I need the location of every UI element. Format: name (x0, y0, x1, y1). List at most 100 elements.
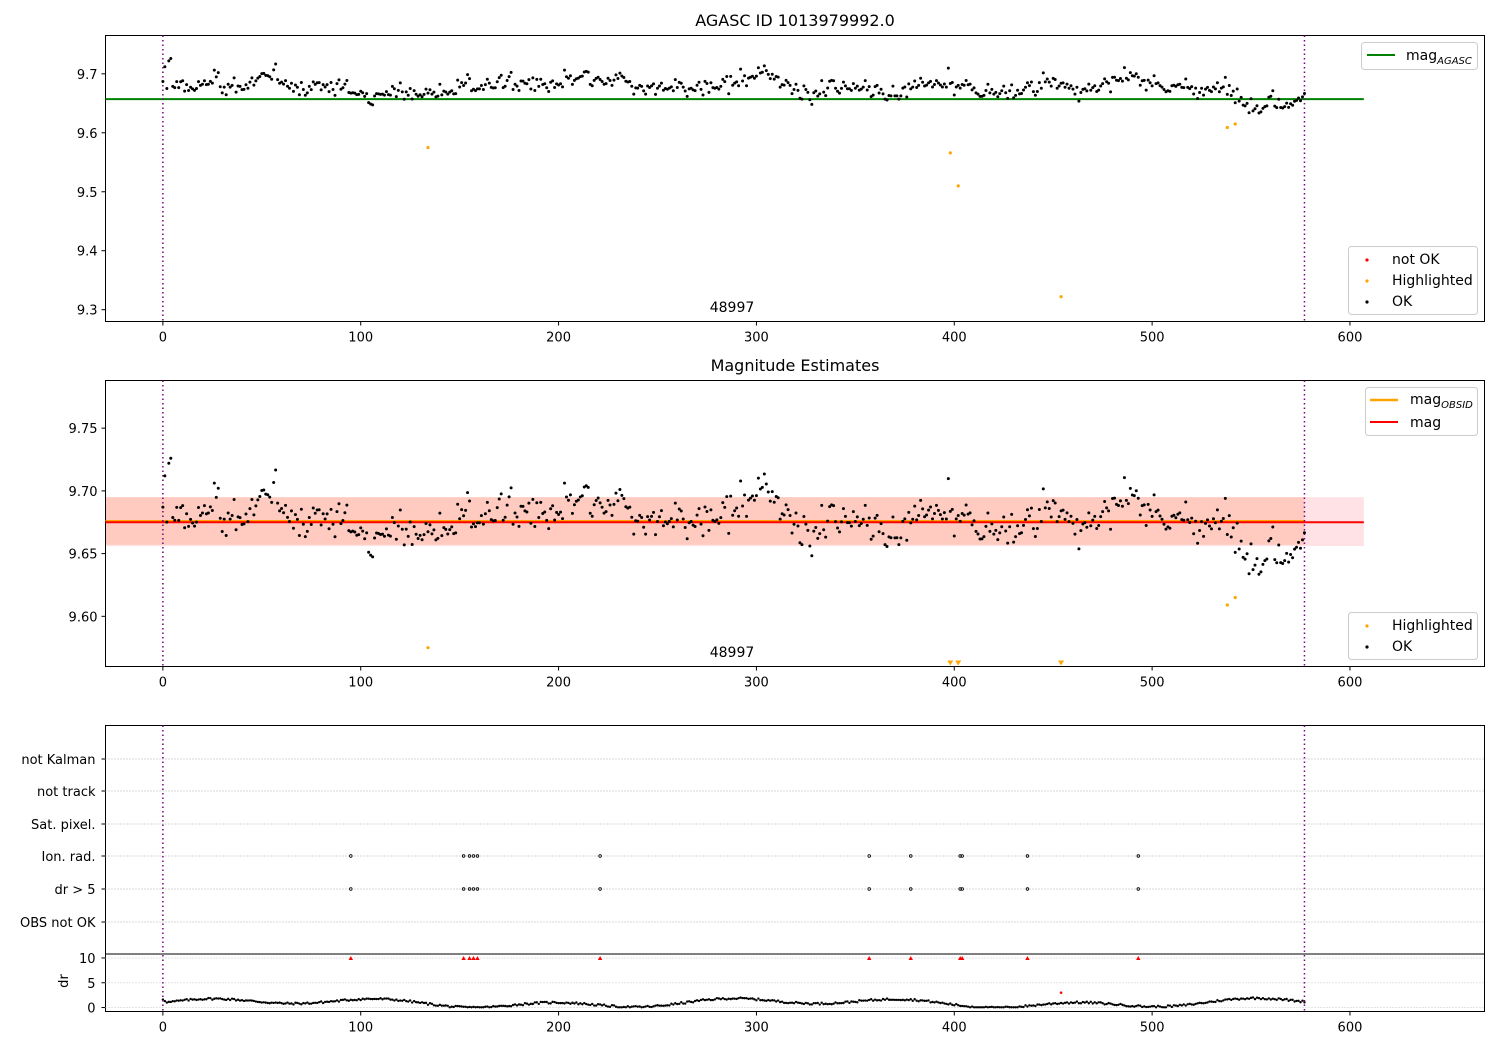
dr-point (709, 998, 713, 1002)
ok-point (778, 85, 782, 89)
ok-point (871, 534, 875, 538)
ok-point (394, 95, 398, 99)
flag-point (467, 887, 472, 891)
ok-point (1275, 561, 1279, 565)
dr-point (430, 1002, 434, 1006)
dr-clipped-marker (959, 955, 965, 960)
dr-point (968, 1006, 972, 1009)
dr-point (1263, 998, 1267, 1001)
dr-point (816, 1001, 819, 1005)
ok-point (1132, 494, 1136, 498)
dr-point (1095, 1002, 1098, 1005)
dr-point (984, 1005, 988, 1009)
dr-point (1103, 1003, 1106, 1006)
dr-point (804, 1001, 808, 1005)
ok-point (1283, 559, 1287, 563)
ok-point (1275, 106, 1279, 110)
dr-point (517, 1003, 521, 1006)
ok-point (1067, 86, 1071, 90)
ok-point (430, 92, 434, 96)
ok-point (432, 528, 436, 532)
dr-point (579, 1002, 582, 1005)
ok-point (1202, 93, 1206, 97)
ok-point (929, 505, 933, 509)
ok-point (885, 98, 889, 102)
ok-point (1025, 508, 1029, 512)
ok-point (286, 84, 290, 88)
dr-point (444, 1004, 447, 1007)
ok-point (622, 75, 626, 79)
ok-point (1261, 562, 1265, 566)
dr-point (252, 999, 256, 1003)
ok-point (295, 517, 299, 521)
dr-point (1148, 1005, 1152, 1008)
ok-point (266, 493, 270, 497)
ok-point (436, 94, 440, 98)
ok-point (388, 534, 392, 538)
flag-point (475, 854, 480, 858)
ok-point (948, 509, 952, 513)
ok-point (915, 518, 919, 522)
ok-point (420, 538, 424, 542)
highlighted-offscale-marker (1058, 660, 1065, 666)
ok-point (921, 80, 925, 84)
ok-point (1027, 514, 1031, 518)
ok-point (183, 89, 187, 93)
flag-row-label: Sat. pixel. (31, 818, 95, 833)
ok-point (341, 519, 345, 523)
dr-point (1218, 999, 1221, 1003)
ok-point (913, 504, 917, 508)
dr-point (1073, 1001, 1077, 1004)
ok-point (570, 511, 574, 515)
ok-point (161, 79, 165, 83)
dr-point (650, 1005, 653, 1009)
dr-point (191, 998, 194, 1001)
ok-point (729, 494, 733, 498)
ok-point (244, 512, 248, 516)
dr-point (921, 999, 924, 1002)
dr-point (753, 998, 756, 1001)
dr-point (262, 1001, 265, 1004)
dr-point (707, 998, 711, 1001)
ok-point (440, 93, 444, 97)
ok-point (206, 511, 210, 515)
dr-point (992, 1006, 996, 1009)
dr-point (735, 997, 738, 1001)
ok-point (1079, 90, 1083, 94)
ok-point (614, 491, 618, 495)
dr-point (211, 998, 214, 1001)
ok-point (701, 534, 705, 538)
ok-point (511, 522, 515, 526)
dr-point (1172, 1004, 1176, 1007)
dr-point (729, 997, 732, 1001)
ok-point (276, 501, 280, 505)
ok-point (361, 91, 365, 95)
dr-point (355, 999, 358, 1002)
dr-point (551, 1000, 554, 1004)
dr-point (377, 997, 380, 1001)
ok-point (1287, 560, 1291, 564)
ok-point (559, 82, 563, 86)
dr-point (1026, 1005, 1029, 1008)
dr-point (1146, 1005, 1150, 1009)
dr-point (347, 999, 351, 1002)
ok-point (1047, 506, 1051, 510)
ok-point (509, 486, 513, 490)
ok-point (984, 524, 988, 528)
dr-point (535, 1001, 539, 1004)
ok-point (580, 74, 584, 78)
ok-point (165, 87, 169, 91)
ok-point (725, 75, 729, 79)
ok-point (299, 507, 303, 511)
ok-point (946, 477, 950, 481)
dr-point (410, 1001, 414, 1004)
ok-point (242, 87, 246, 91)
ok-point (665, 522, 669, 526)
ok-point (323, 85, 327, 89)
ok-point (1035, 526, 1039, 530)
dr-point (1277, 997, 1280, 1000)
dr-point (1097, 1001, 1100, 1004)
panel1-title: AGASC ID 1013979992.0 (695, 11, 895, 30)
ok-point (291, 89, 295, 93)
ok-point (879, 87, 883, 91)
